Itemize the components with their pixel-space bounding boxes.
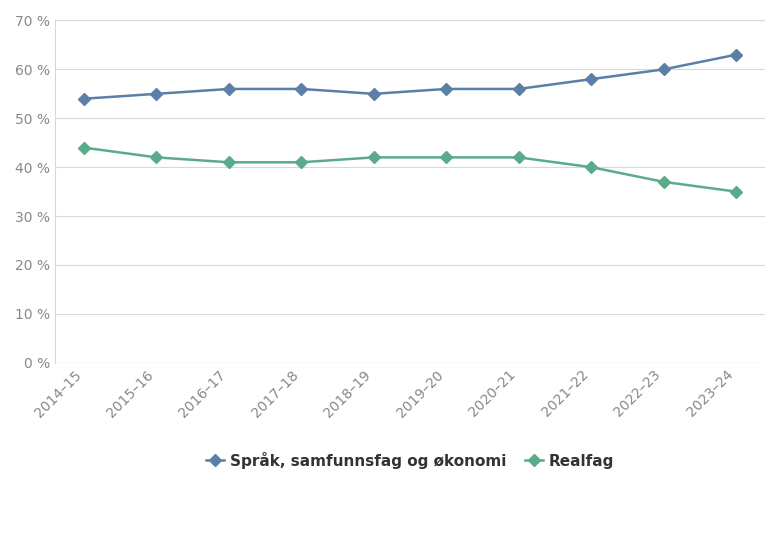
Legend: Språk, samfunnsfag og økonomi, Realfag: Språk, samfunnsfag og økonomi, Realfag xyxy=(200,445,621,475)
